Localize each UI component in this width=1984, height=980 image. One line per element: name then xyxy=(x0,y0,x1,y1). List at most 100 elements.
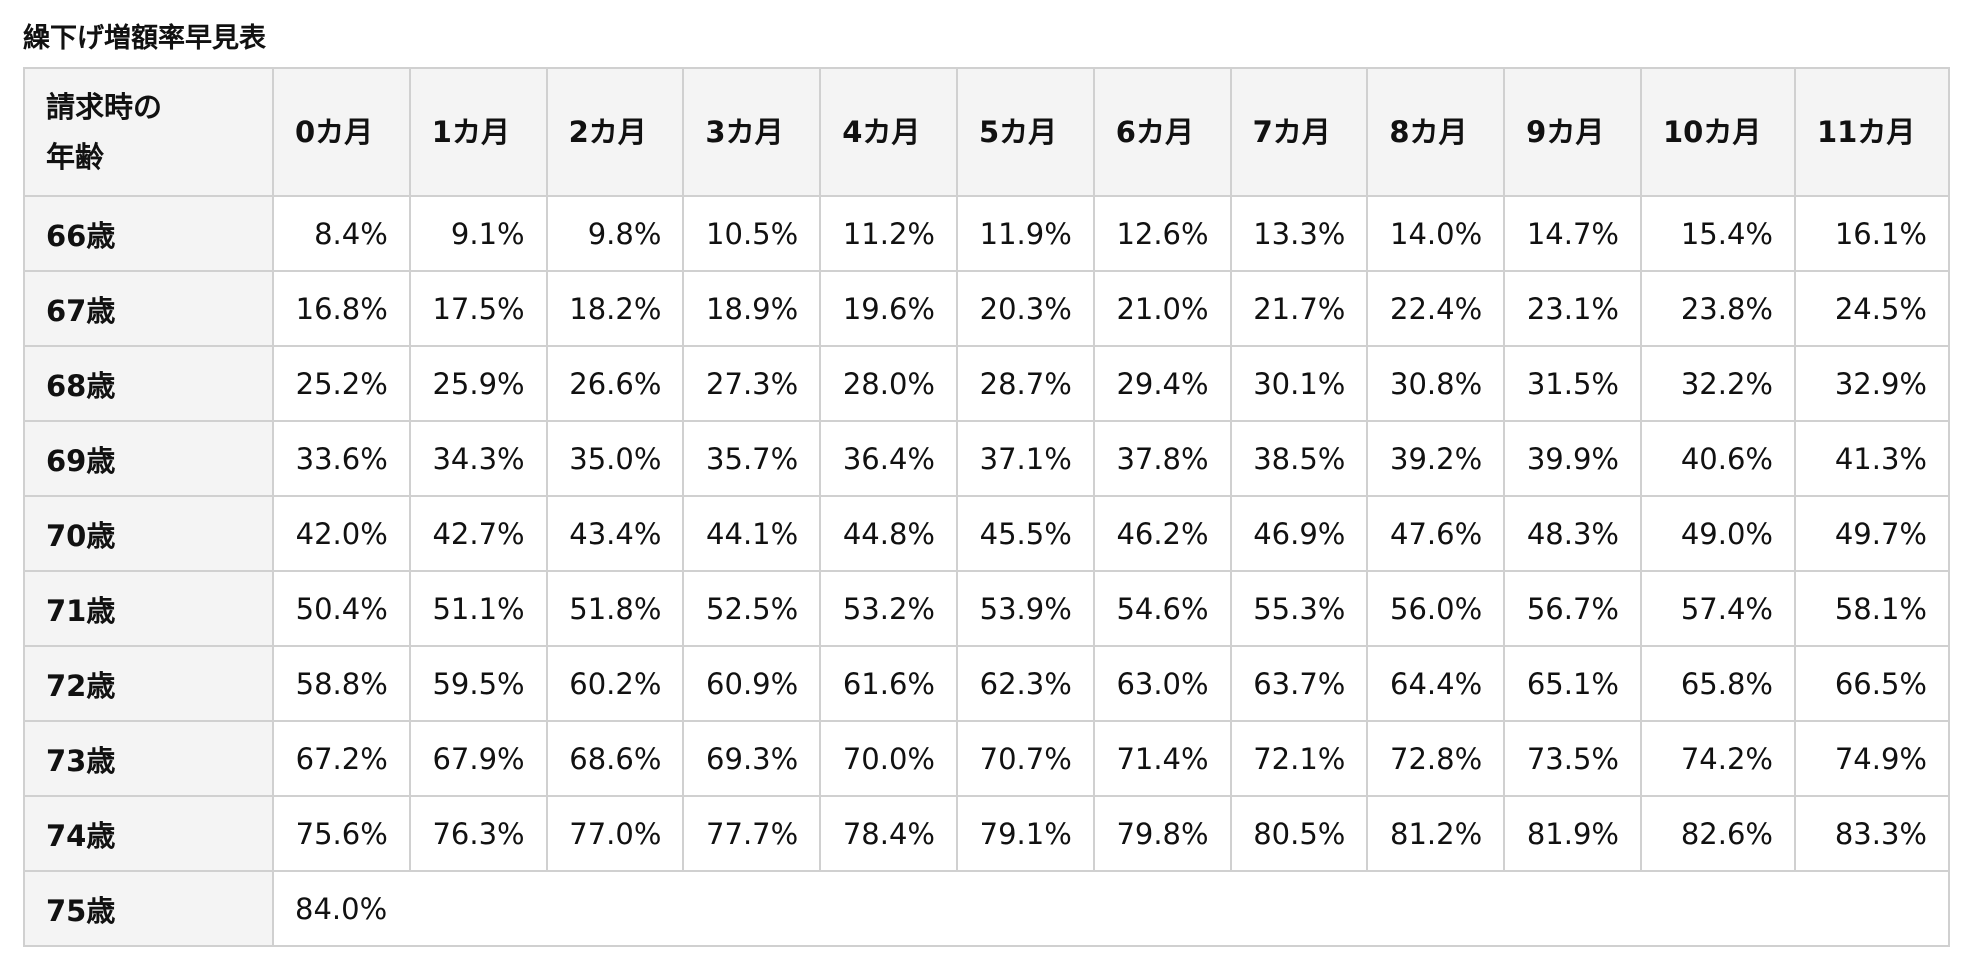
rate-cell: 34.3% xyxy=(408,420,548,497)
rate-cell: 74.9% xyxy=(1793,720,1950,797)
rate-cell: 58.1% xyxy=(1793,570,1950,647)
rate-cell: 36.4% xyxy=(819,420,958,497)
rate-cell: 48.3% xyxy=(1503,495,1642,572)
rate-cell: 14.7% xyxy=(1503,195,1642,272)
rate-cell: 14.0% xyxy=(1366,195,1506,272)
rate-cell: 59.5% xyxy=(408,645,548,722)
row-header: 72歳 xyxy=(23,645,274,722)
row-header: 71歳 xyxy=(23,570,274,647)
rate-cell: 56.7% xyxy=(1503,570,1642,647)
rate-cell: 49.7% xyxy=(1793,495,1950,572)
rate-cell: 23.8% xyxy=(1639,270,1796,347)
rate-cell: 46.2% xyxy=(1092,495,1232,572)
rate-cell: 74.2% xyxy=(1639,720,1796,797)
rate-cell: 41.3% xyxy=(1793,420,1950,497)
table-row: 71歳 50.4% 51.1% 51.8% 52.5% 53.2% 53.9% 54.6% 55… xyxy=(23,570,1950,647)
rate-cell: 70.0% xyxy=(819,720,958,797)
rate-table: 請求時の 年齢 0カ月 1カ月 2カ月 3カ月 4カ月 5カ月 6カ月 7カ月 8カ月 9カ月 10カ… xyxy=(23,67,1950,947)
rate-cell: 11.9% xyxy=(955,195,1095,272)
rate-cell: 35.7% xyxy=(682,420,822,497)
column-header: 2カ月 xyxy=(545,67,685,197)
row-header: 67歳 xyxy=(23,270,274,347)
rate-cell: 39.9% xyxy=(1503,420,1642,497)
row-header: 70歳 xyxy=(23,495,274,572)
rate-cell: 60.9% xyxy=(682,645,822,722)
header-row: 請求時の 年齢 0カ月 1カ月 2カ月 3カ月 4カ月 5カ月 6カ月 7カ月 8カ月 9カ月 10カ… xyxy=(23,67,1950,197)
rate-cell: 79.8% xyxy=(1092,795,1232,872)
rate-cell: 51.8% xyxy=(545,570,685,647)
rate-cell: 65.8% xyxy=(1639,645,1796,722)
rate-cell: 63.0% xyxy=(1092,645,1232,722)
rate-cell: 55.3% xyxy=(1229,570,1369,647)
rate-cell: 20.3% xyxy=(955,270,1095,347)
rate-cell: 64.4% xyxy=(1366,645,1506,722)
row-header: 75歳 xyxy=(23,870,274,947)
column-header: 1カ月 xyxy=(408,67,548,197)
rate-cell: 24.5% xyxy=(1793,270,1950,347)
column-header: 10カ月 xyxy=(1639,67,1796,197)
table-head: 請求時の 年齢 0カ月 1カ月 2カ月 3カ月 4カ月 5カ月 6カ月 7カ月 8カ月 9カ月 10カ… xyxy=(23,67,1950,197)
rate-cell: 28.0% xyxy=(819,345,958,422)
rate-cell: 16.8% xyxy=(272,270,411,347)
table-body: 66歳 8.4% 9.1% 9.8% 10.5% 11.2% 11.9% 12.6% 13.3%… xyxy=(23,195,1950,947)
rate-cell: 18.9% xyxy=(682,270,822,347)
column-header: 0カ月 xyxy=(272,67,411,197)
row-header: 69歳 xyxy=(23,420,274,497)
rate-cell: 37.8% xyxy=(1092,420,1232,497)
rate-cell: 66.5% xyxy=(1793,645,1950,722)
rate-cell: 12.6% xyxy=(1092,195,1232,272)
rate-cell: 67.2% xyxy=(272,720,411,797)
rate-cell: 33.6% xyxy=(272,420,411,497)
rate-cell: 27.3% xyxy=(682,345,822,422)
rate-cell: 32.9% xyxy=(1793,345,1950,422)
rate-cell: 9.1% xyxy=(408,195,548,272)
table-row: 72歳 58.8% 59.5% 60.2% 60.9% 61.6% 62.3% 63.0% 63… xyxy=(23,645,1950,722)
rate-cell: 68.6% xyxy=(545,720,685,797)
column-header: 9カ月 xyxy=(1503,67,1642,197)
table-title: 繰下げ増額率早見表 xyxy=(23,23,266,54)
rate-cell: 8.4% xyxy=(272,195,411,272)
rate-cell: 61.6% xyxy=(819,645,958,722)
rate-cell: 81.9% xyxy=(1503,795,1642,872)
rate-cell: 65.1% xyxy=(1503,645,1642,722)
corner-header: 請求時の 年齢 xyxy=(23,67,274,197)
rate-cell: 38.5% xyxy=(1229,420,1369,497)
column-header: 6カ月 xyxy=(1092,67,1232,197)
rate-cell: 35.0% xyxy=(545,420,685,497)
row-header: 73歳 xyxy=(23,720,274,797)
row-header: 68歳 xyxy=(23,345,274,422)
table-row: 75歳 84.0% xyxy=(23,870,1950,947)
rate-cell: 22.4% xyxy=(1366,270,1506,347)
rate-cell: 26.6% xyxy=(545,345,685,422)
rate-cell: 31.5% xyxy=(1503,345,1642,422)
rate-cell: 76.3% xyxy=(408,795,548,872)
table-row: 67歳 16.8% 17.5% 18.2% 18.9% 19.6% 20.3% 21.0% 21… xyxy=(23,270,1950,347)
rate-cell: 18.2% xyxy=(545,270,685,347)
rate-cell: 69.3% xyxy=(682,720,822,797)
rate-cell: 32.2% xyxy=(1639,345,1796,422)
rate-cell: 53.9% xyxy=(955,570,1095,647)
rate-cell: 39.2% xyxy=(1366,420,1506,497)
rate-cell: 44.8% xyxy=(819,495,958,572)
rate-cell: 77.0% xyxy=(545,795,685,872)
rate-cell: 51.1% xyxy=(408,570,548,647)
rate-cell: 60.2% xyxy=(545,645,685,722)
rate-cell: 42.0% xyxy=(272,495,411,572)
row-header: 74歳 xyxy=(23,795,274,872)
rate-cell: 70.7% xyxy=(955,720,1095,797)
rate-cell: 44.1% xyxy=(682,495,822,572)
row-header: 66歳 xyxy=(23,195,274,272)
column-header: 7カ月 xyxy=(1229,67,1369,197)
rate-cell: 45.5% xyxy=(955,495,1095,572)
rate-cell: 79.1% xyxy=(955,795,1095,872)
rate-cell: 47.6% xyxy=(1366,495,1506,572)
table-row: 74歳 75.6% 76.3% 77.0% 77.7% 78.4% 79.1% 79.8% 80… xyxy=(23,795,1950,872)
rate-cell: 81.2% xyxy=(1366,795,1506,872)
column-header: 4カ月 xyxy=(819,67,958,197)
table-row: 66歳 8.4% 9.1% 9.8% 10.5% 11.2% 11.9% 12.6% 13.3%… xyxy=(23,195,1950,272)
rate-cell: 30.8% xyxy=(1366,345,1506,422)
rate-cell: 29.4% xyxy=(1092,345,1232,422)
rate-cell: 75.6% xyxy=(272,795,411,872)
rate-cell: 57.4% xyxy=(1639,570,1796,647)
